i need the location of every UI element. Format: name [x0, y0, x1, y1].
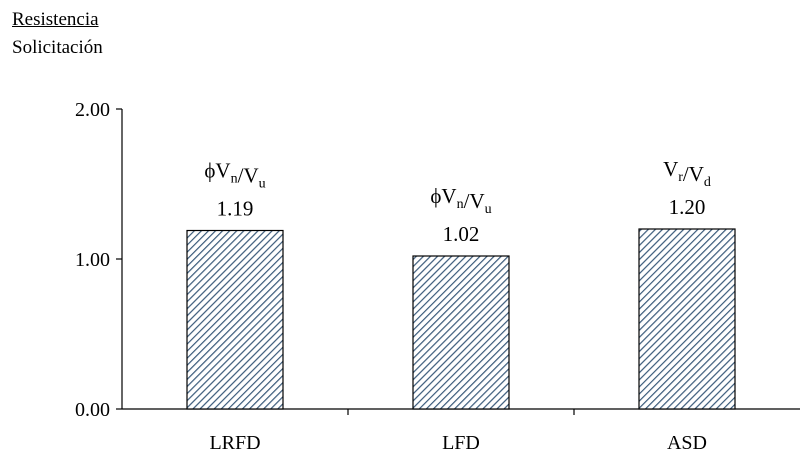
x-tick-label: LFD [442, 432, 480, 454]
bar-asd [638, 228, 736, 410]
bar-lfd [412, 255, 510, 410]
value-label: 1.20 [669, 195, 706, 219]
y-tick-label: 1.00 [75, 249, 110, 271]
ratio-label: ϕVn/Vu [204, 159, 265, 192]
y-tick-label: 2.00 [75, 99, 110, 121]
ratio-label: ϕVn/Vu [430, 184, 491, 217]
y-axis-title: Resistencia Solicitación [12, 6, 103, 62]
x-tick-label: ASD [667, 432, 707, 454]
ratio-label: Vr/Vd [663, 157, 711, 190]
value-label: 1.02 [443, 222, 480, 246]
bar-lrfd [186, 229, 284, 410]
value-label: 1.19 [217, 197, 254, 221]
labels: LRFD 1.19 ϕVn/Vu LFD 1.02 ϕVn/Vu ASD 1.20 Vr/Vd [204, 157, 711, 454]
y-axis-title-denominator: Solicitación [12, 37, 103, 58]
bars [186, 228, 736, 410]
x-tick-label: LRFD [209, 432, 260, 454]
y-axis-title-numerator: Resistencia [12, 9, 99, 30]
y-tick-label: 0.00 [75, 399, 110, 421]
